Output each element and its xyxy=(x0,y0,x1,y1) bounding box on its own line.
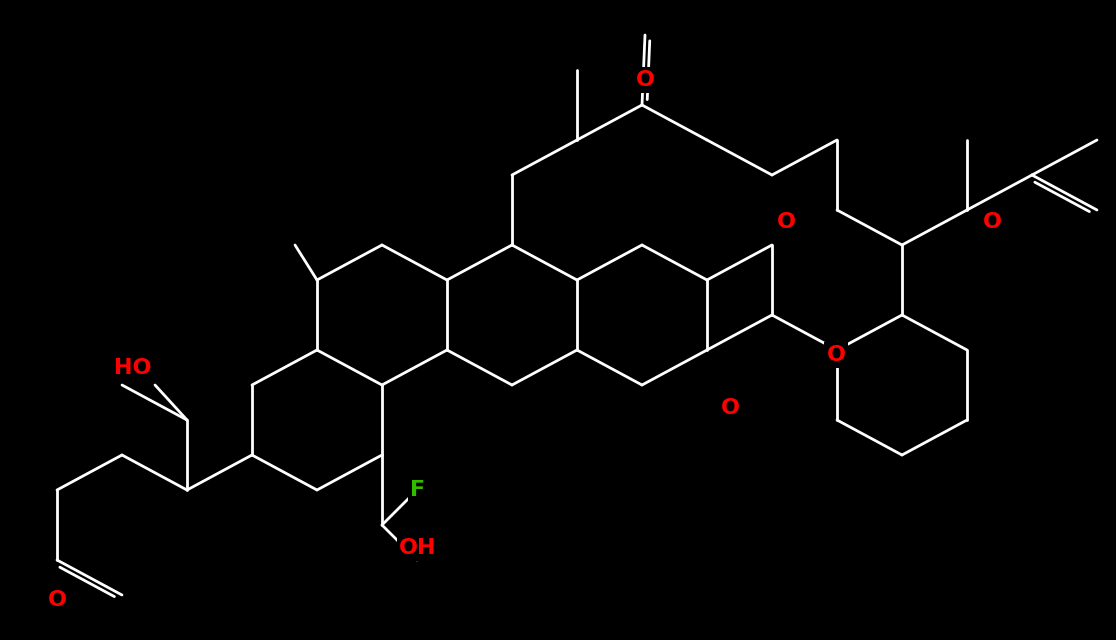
Text: O: O xyxy=(635,70,654,90)
Text: OH: OH xyxy=(400,538,436,558)
Text: HO: HO xyxy=(114,358,152,378)
Text: O: O xyxy=(982,212,1001,232)
Text: F: F xyxy=(411,480,425,500)
Text: O: O xyxy=(721,398,740,418)
Text: O: O xyxy=(777,212,796,232)
Text: O: O xyxy=(827,345,846,365)
Text: O: O xyxy=(48,590,67,610)
